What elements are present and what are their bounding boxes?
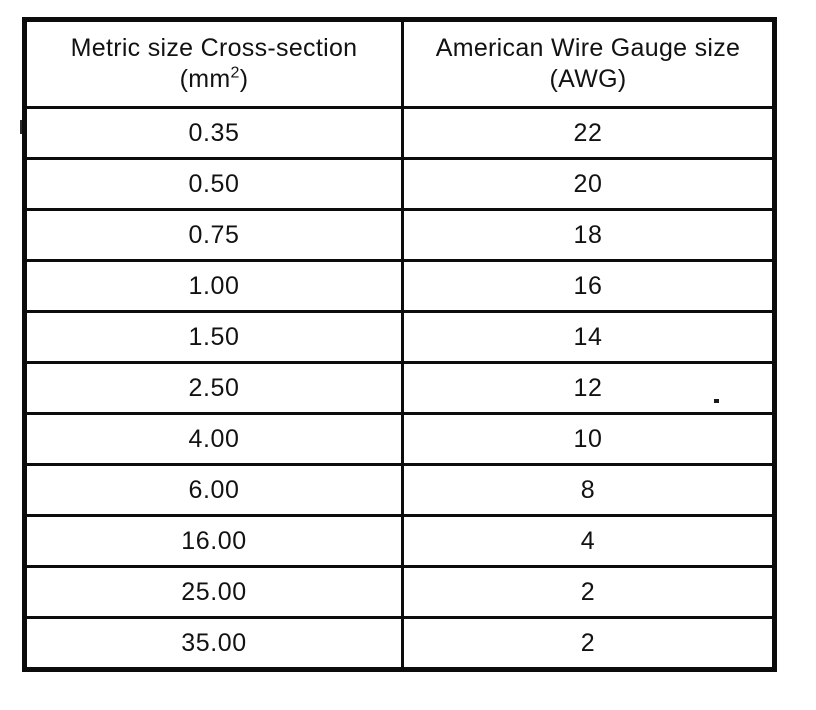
awg-header-line1: American Wire Gauge size [435, 33, 741, 62]
table-row: 2.50 12 [23, 361, 776, 415]
header-row: Metric size Cross-section (mm2) American… [23, 18, 776, 109]
table-row: 1.50 14 [23, 310, 776, 364]
table-row: 0.35 22 [23, 106, 776, 160]
table-row: 1.00 16 [23, 259, 776, 313]
table-row: 6.00 8 [23, 463, 776, 517]
table-row: 0.75 18 [23, 208, 776, 262]
awg-size-cell: 16 [401, 259, 776, 313]
metric-size-cell: 1.00 [23, 259, 404, 313]
table-row: 35.00 2 [23, 616, 776, 671]
scan-edge-speckle [20, 120, 22, 134]
metric-size-cell: 0.75 [23, 208, 404, 262]
scan-artifact-dot [714, 399, 719, 403]
wire-gauge-conversion-table: Metric size Cross-section (mm2) American… [22, 17, 777, 672]
awg-size-cell: 8 [401, 463, 776, 517]
metric-header-line1: Metric size Cross-section [70, 33, 358, 62]
awg-size-cell: 14 [401, 310, 776, 364]
metric-size-cell: 0.50 [23, 157, 404, 211]
metric-column-header: Metric size Cross-section (mm2) [23, 18, 404, 109]
metric-size-cell: 35.00 [23, 616, 404, 671]
metric-size-cell: 16.00 [23, 514, 404, 568]
table-row: 0.50 20 [23, 157, 776, 211]
awg-header-line2: (AWG) [549, 65, 627, 93]
awg-size-cell: 2 [401, 616, 776, 671]
awg-size-cell: 12 [401, 361, 776, 415]
metric-size-cell: 6.00 [23, 463, 404, 517]
superscript-2: 2 [230, 64, 240, 82]
table-row: 25.00 2 [23, 565, 776, 619]
awg-column-header: American Wire Gauge size (AWG) [401, 18, 776, 109]
metric-size-cell: 1.50 [23, 310, 404, 364]
awg-size-cell: 22 [401, 106, 776, 160]
metric-size-cell: 25.00 [23, 565, 404, 619]
metric-header-unit: (mm2) [179, 64, 249, 93]
table-row: 16.00 4 [23, 514, 776, 568]
awg-size-cell: 20 [401, 157, 776, 211]
awg-size-cell: 2 [401, 565, 776, 619]
awg-size-cell: 4 [401, 514, 776, 568]
table-row: 4.00 10 [23, 412, 776, 466]
metric-size-cell: 0.35 [23, 106, 404, 160]
awg-size-cell: 10 [401, 412, 776, 466]
awg-size-cell: 18 [401, 208, 776, 262]
metric-size-cell: 2.50 [23, 361, 404, 415]
metric-size-cell: 4.00 [23, 412, 404, 466]
